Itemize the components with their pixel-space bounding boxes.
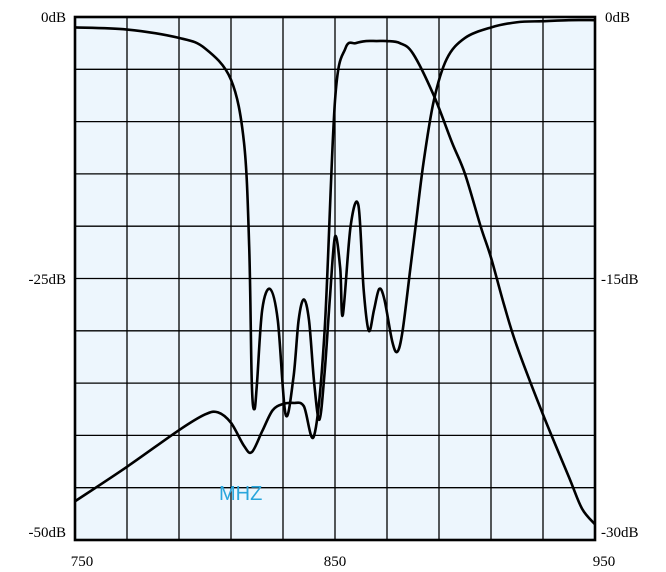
- trace-line-2: [74, 18, 596, 422]
- x-tick-750: 750: [71, 554, 94, 570]
- grid-vertical: [126, 17, 544, 540]
- y-left-tick-mid: -25dB: [29, 272, 67, 288]
- trace-line-1: [74, 39, 597, 526]
- y-right-tick-bottom: -30dB: [601, 525, 639, 541]
- x-tick-850: 850: [324, 554, 347, 570]
- y-left-tick-top: 0dB: [41, 10, 66, 26]
- x-axis-unit-label: MHZ: [219, 483, 262, 505]
- y-right-tick-mid: -15dB: [601, 272, 639, 288]
- plot-border: [73, 15, 597, 542]
- traces: [74, 18, 597, 526]
- y-right-tick-top: 0dB: [605, 10, 630, 26]
- x-tick-950: 950: [593, 554, 616, 570]
- y-left-tick-bottom: -50dB: [29, 525, 67, 541]
